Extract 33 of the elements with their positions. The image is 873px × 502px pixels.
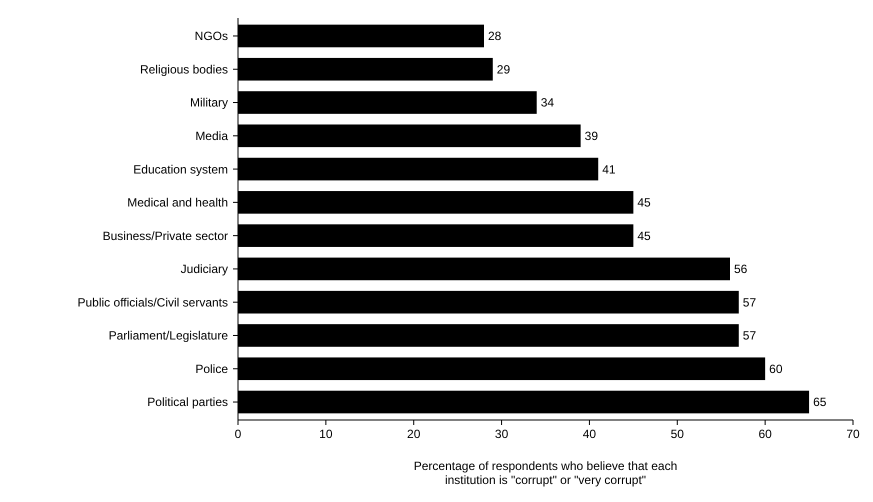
data-label: 60 (769, 362, 783, 376)
data-label: 34 (540, 96, 554, 110)
x-tick-label: 70 (846, 427, 860, 441)
data-label: 28 (488, 29, 502, 44)
x-tick-label: 40 (582, 427, 596, 441)
data-label: 65 (813, 395, 827, 410)
x-tick-label: 50 (670, 427, 684, 441)
data-label: 57 (742, 328, 756, 343)
x-axis-title: Percentage of respondents who believe that each institution is "corrupt" or "very corrupt" (414, 459, 678, 487)
y-tick-label: Parliament/Legislature (108, 328, 228, 343)
y-tick-label: Judiciary (180, 262, 228, 276)
data-label: 57 (742, 295, 756, 310)
y-tick-label: Business/Private sector (102, 228, 228, 243)
y-tick-label: Public officials/Civil servants (78, 295, 228, 310)
data-label: 41 (602, 162, 616, 176)
y-tick-label: Education system (133, 162, 228, 176)
data-label: 29 (496, 62, 510, 76)
data-label: 56 (734, 262, 748, 276)
x-tick-label: 20 (407, 427, 421, 441)
data-label: 45 (637, 196, 652, 210)
y-tick-label: Military (190, 96, 228, 110)
x-tick-label: 60 (758, 427, 772, 441)
data-label: 39 (584, 129, 598, 144)
x-tick-label: 0 (234, 427, 242, 441)
data-label: 45 (637, 228, 652, 243)
y-tick-label: Medical and health (127, 196, 228, 210)
x-tick-label: 30 (494, 427, 509, 441)
y-tick-label: Religious bodies (140, 62, 228, 76)
x-tick-label: 10 (319, 427, 333, 441)
y-tick-label: Media (195, 129, 228, 144)
y-tick-label: NGOs (194, 29, 228, 44)
y-tick-label: Police (195, 362, 228, 376)
y-tick-label: Political parties (147, 395, 228, 410)
